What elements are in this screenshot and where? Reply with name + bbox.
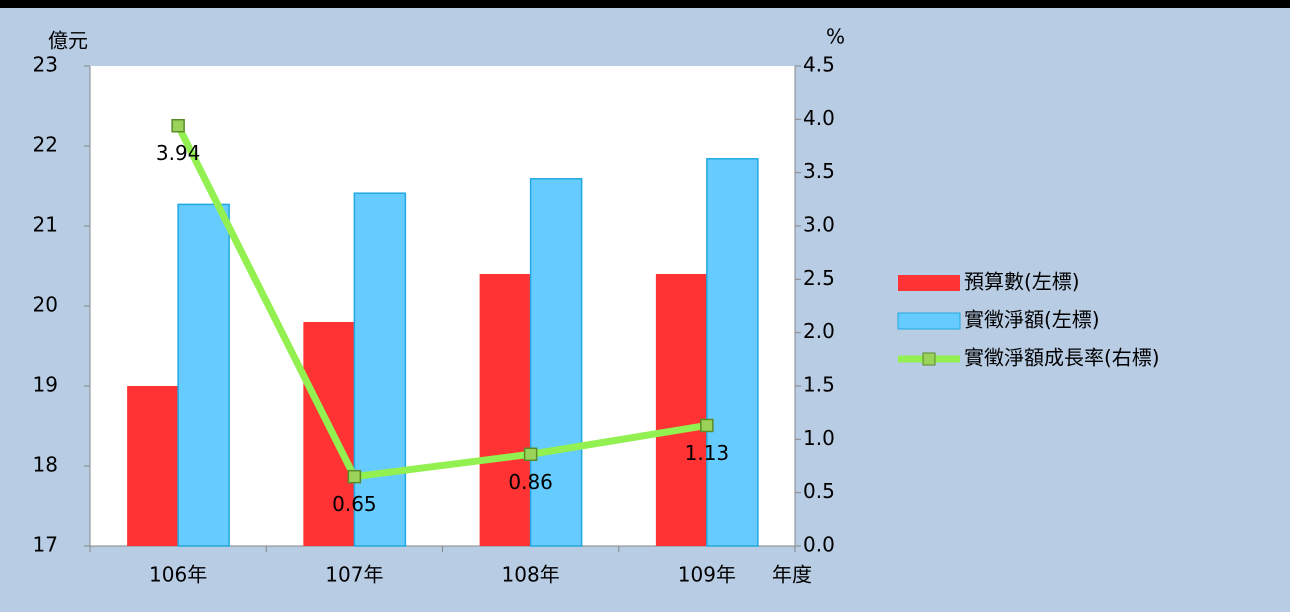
bar xyxy=(127,386,179,546)
legend-marker xyxy=(922,352,936,366)
y-tick-label: 19 xyxy=(33,373,58,397)
bar xyxy=(706,158,759,547)
y2-axis-label: % xyxy=(826,25,845,49)
y2-tick-label: 4.0 xyxy=(803,106,835,130)
bar xyxy=(177,203,230,547)
marker xyxy=(523,447,538,462)
line xyxy=(174,124,708,481)
y2-tick-label: 4.5 xyxy=(803,53,835,77)
y-tick-label: 23 xyxy=(33,53,58,77)
y-tick-label: 17 xyxy=(33,533,58,557)
bar xyxy=(529,178,583,547)
x-axis-label: 年度 xyxy=(772,563,812,587)
bar xyxy=(353,192,407,547)
y-axis-label: 億元 xyxy=(48,29,88,53)
bar xyxy=(303,322,355,546)
y2-tick-label: 0.0 xyxy=(803,533,835,557)
marker xyxy=(171,118,185,133)
y2-tick-label: 3.5 xyxy=(803,159,835,183)
y2-tick-label: 2.5 xyxy=(803,266,835,290)
top-bar xyxy=(0,0,1290,8)
legend-label: 預算數(左標) xyxy=(964,270,1080,294)
y2-tick-label: 2.0 xyxy=(803,319,835,343)
y2-tick-label: 1.0 xyxy=(803,426,835,450)
data-label: 3.94 xyxy=(156,141,201,165)
marker xyxy=(347,469,362,484)
y-tick-label: 22 xyxy=(33,133,58,157)
legend-label: 實徵淨額(左標) xyxy=(964,308,1100,332)
y2-tick-label: 1.5 xyxy=(803,373,835,397)
x-tick-label: 108年 xyxy=(502,563,560,587)
legend-label: 實徵淨額成長率(右標) xyxy=(964,346,1160,370)
bar xyxy=(655,274,707,546)
y2-tick-label: 0.5 xyxy=(803,479,835,503)
legend-swatch xyxy=(898,275,960,291)
legend-swatch xyxy=(897,312,961,330)
data-label: 0.65 xyxy=(332,492,377,516)
y-tick-label: 21 xyxy=(33,213,58,237)
marker xyxy=(700,418,714,433)
data-label: 1.13 xyxy=(685,441,730,465)
data-label: 0.86 xyxy=(508,470,553,494)
x-tick-label: 107年 xyxy=(325,563,383,587)
y-tick-label: 20 xyxy=(33,293,58,317)
x-tick-label: 109年 xyxy=(678,563,736,587)
x-tick-label: 106年 xyxy=(149,563,207,587)
y-tick-label: 18 xyxy=(33,453,58,477)
y2-tick-label: 3.0 xyxy=(803,213,835,237)
bar xyxy=(479,274,531,546)
